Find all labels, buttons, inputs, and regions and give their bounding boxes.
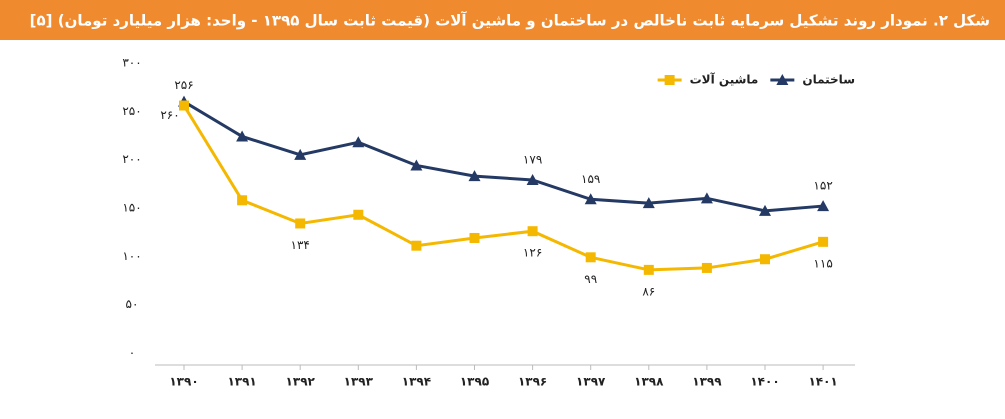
- y-tick-label: ۳۰۰: [122, 56, 141, 70]
- point: [353, 209, 364, 220]
- series-line: [182, 104, 824, 272]
- point: [818, 236, 829, 247]
- y-tick-label: ۵۰: [126, 297, 139, 311]
- data-label: ۱۳۴: [291, 238, 310, 252]
- y-tick-label: ۲۰۰: [122, 152, 141, 166]
- point: [759, 204, 771, 216]
- data-label: ۱۵۹: [581, 172, 600, 186]
- y-tick-label: ۲۵۰: [122, 104, 141, 118]
- legend-marker: [776, 74, 789, 85]
- x-tick-label: ۱۳۹۳: [344, 375, 374, 389]
- y-tick-label: ۰: [129, 346, 135, 360]
- point: [295, 218, 306, 229]
- point: [237, 195, 248, 206]
- point: [526, 173, 539, 185]
- point: [411, 240, 422, 251]
- chart-title: شکل ۲. نمودار روند تشکیل سرمایه ثابت ناخ…: [30, 12, 990, 30]
- point: [527, 226, 538, 237]
- x-tick-label: ۱۳۹۸: [634, 375, 664, 389]
- x-tick-label: ۱۳۹۱: [227, 375, 256, 389]
- data-label: ۱۵۲: [813, 179, 832, 193]
- point: [585, 252, 596, 263]
- point: [701, 262, 712, 273]
- x-tick-label: ۱۳۹۰: [169, 375, 198, 389]
- point: [179, 100, 189, 111]
- y-tick-label: ۱۰۰: [122, 249, 141, 263]
- data-label: ۹۹: [584, 272, 597, 286]
- data-label: ۱۱۵: [813, 256, 832, 270]
- series-line: [183, 100, 824, 213]
- x-tick-label: ۱۴۰۱: [808, 375, 837, 389]
- point: [352, 136, 365, 148]
- data-label: ۸۶: [642, 284, 655, 298]
- point: [468, 170, 481, 182]
- x-tick-label: ۱۳۹۶: [518, 375, 547, 389]
- point: [236, 130, 249, 142]
- point: [642, 197, 655, 209]
- point: [584, 193, 597, 205]
- legend-label: ماشین آلات: [690, 72, 759, 87]
- data-label: ۱۷۹: [523, 152, 542, 166]
- x-tick-label: ۱۳۹۷: [576, 375, 606, 389]
- x-tick-label: ۱۳۹۵: [460, 375, 489, 389]
- legend-marker: [664, 75, 675, 85]
- point: [760, 254, 770, 265]
- point: [410, 159, 423, 171]
- legend-label: ساختمان: [802, 73, 855, 87]
- point: [469, 232, 480, 243]
- x-tick-label: ۱۳۹۹: [692, 375, 722, 389]
- point: [817, 200, 830, 212]
- point: [643, 264, 654, 275]
- data-label: ۲۵۶: [174, 78, 193, 92]
- x-tick-label: ۱۳۹۲: [286, 375, 316, 389]
- point: [700, 192, 713, 204]
- x-tick-label: ۱۴۰۰: [750, 375, 779, 389]
- x-tick-label: ۱۳۹۴: [402, 375, 431, 389]
- data-label: ۲۶۰: [160, 108, 179, 122]
- data-label: ۱۲۶: [523, 246, 542, 260]
- y-tick-label: ۱۵۰: [122, 201, 141, 215]
- title-bar: [0, 0, 1005, 40]
- point: [294, 148, 307, 160]
